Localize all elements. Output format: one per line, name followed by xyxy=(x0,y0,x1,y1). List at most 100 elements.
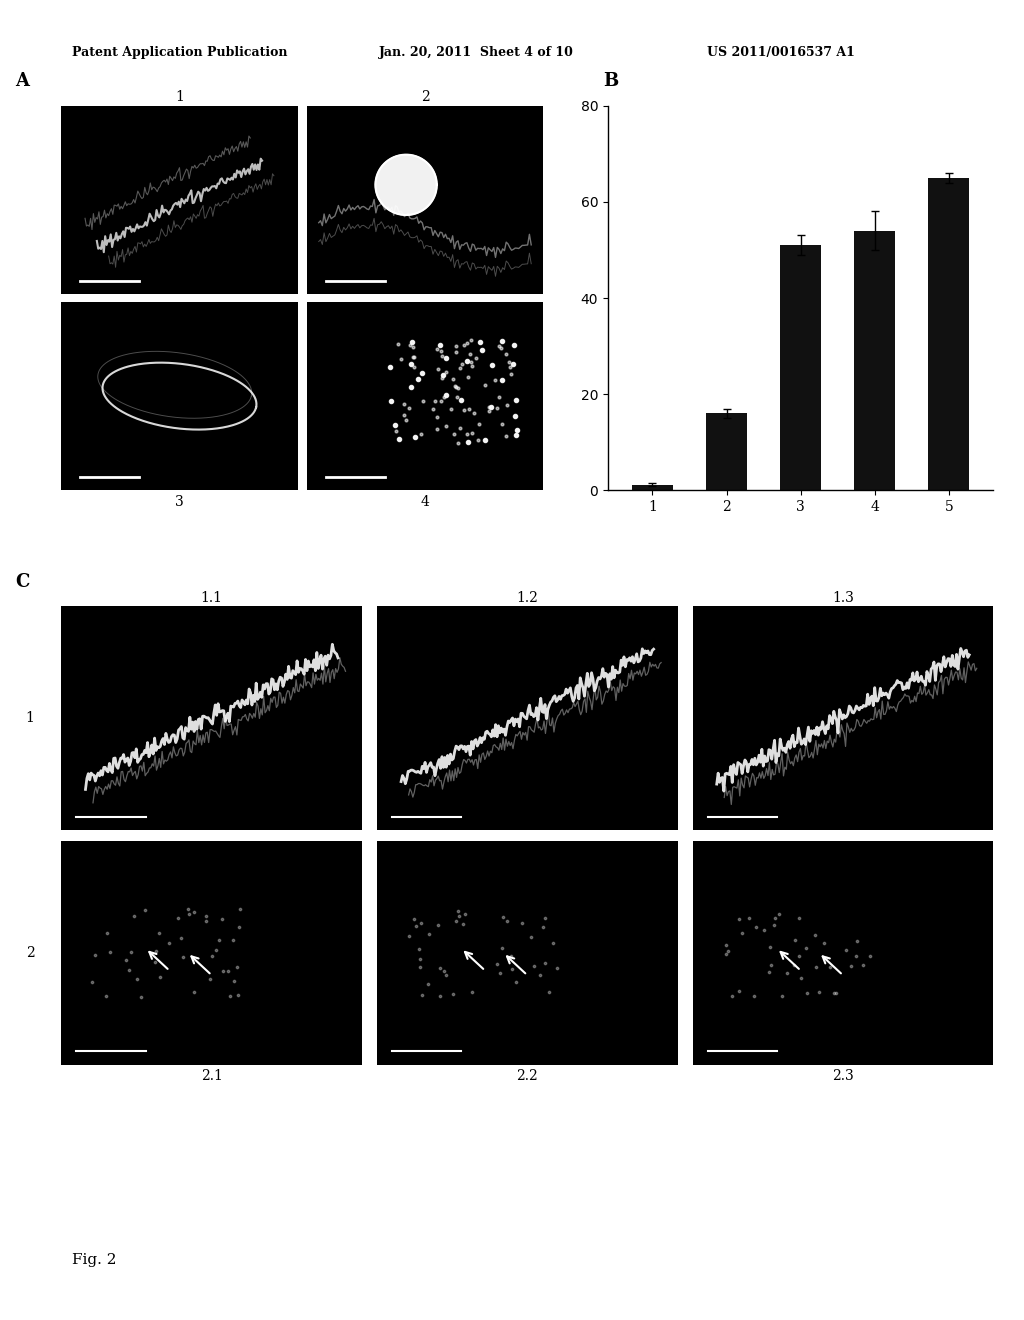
Point xyxy=(231,899,248,920)
Point xyxy=(720,940,736,961)
Point xyxy=(147,941,164,962)
Bar xyxy=(780,246,821,491)
Point xyxy=(808,956,824,977)
Point xyxy=(464,422,480,444)
Point xyxy=(137,900,154,921)
Point xyxy=(718,944,734,965)
Point xyxy=(410,368,426,389)
Point xyxy=(748,916,764,937)
Point xyxy=(413,912,429,933)
Point xyxy=(391,429,408,450)
Point xyxy=(756,919,772,940)
Point xyxy=(463,330,479,351)
Point xyxy=(123,941,139,962)
Point xyxy=(494,370,510,391)
Point xyxy=(492,962,508,983)
Title: 1.1: 1.1 xyxy=(201,591,223,606)
Point xyxy=(786,929,803,950)
Point xyxy=(459,350,475,371)
Point xyxy=(185,981,202,1002)
Point xyxy=(785,954,802,975)
Point xyxy=(459,333,475,354)
Point xyxy=(99,921,116,942)
Point xyxy=(390,334,407,355)
Point xyxy=(766,907,782,928)
Point xyxy=(762,936,778,957)
Point xyxy=(402,354,419,375)
Point xyxy=(387,414,403,436)
Point xyxy=(839,940,855,961)
Point xyxy=(474,339,490,360)
Point xyxy=(453,389,469,411)
Point xyxy=(509,420,525,441)
Point xyxy=(433,391,450,412)
Point xyxy=(506,335,522,356)
Point xyxy=(453,358,469,379)
Point xyxy=(392,348,409,370)
Point xyxy=(395,393,412,414)
Point xyxy=(494,413,510,434)
Point xyxy=(505,354,521,375)
Point xyxy=(486,370,503,391)
Point xyxy=(452,417,468,438)
Point xyxy=(391,429,408,450)
Point xyxy=(444,983,461,1005)
Point xyxy=(793,968,809,989)
Point xyxy=(489,397,506,418)
Point xyxy=(472,331,488,352)
Point xyxy=(800,982,816,1003)
Point xyxy=(446,424,463,445)
Point xyxy=(525,954,542,975)
Point xyxy=(476,375,493,396)
Point xyxy=(121,960,137,981)
Point xyxy=(791,945,807,966)
Point xyxy=(501,351,517,372)
Point xyxy=(429,338,445,359)
Text: US 2011/0016537 A1: US 2011/0016537 A1 xyxy=(707,46,854,59)
Point xyxy=(383,391,399,412)
Point xyxy=(862,945,879,966)
Point xyxy=(509,420,525,441)
Point xyxy=(453,389,469,411)
Point xyxy=(450,900,466,921)
Point xyxy=(406,347,422,368)
Point xyxy=(449,341,465,362)
Point xyxy=(438,416,455,437)
Point xyxy=(461,399,477,420)
Point xyxy=(816,933,833,954)
Point xyxy=(406,356,422,378)
Polygon shape xyxy=(376,154,437,215)
Point xyxy=(446,375,463,396)
Bar xyxy=(707,413,746,491)
Title: 1.2: 1.2 xyxy=(516,591,539,606)
Point xyxy=(489,953,506,974)
Point xyxy=(499,911,515,932)
Title: 2: 2 xyxy=(421,91,429,104)
Point xyxy=(825,982,842,1003)
Text: 3: 3 xyxy=(175,495,184,508)
Point xyxy=(463,351,479,372)
Point xyxy=(456,334,472,355)
Point xyxy=(731,979,748,1001)
Point xyxy=(395,404,412,425)
Point xyxy=(225,929,242,950)
Point xyxy=(508,389,524,411)
Bar xyxy=(929,178,969,491)
Point xyxy=(126,906,142,927)
Point xyxy=(415,391,431,412)
Text: 2: 2 xyxy=(26,946,35,960)
Point xyxy=(432,957,449,978)
Text: 2.1: 2.1 xyxy=(201,1069,222,1084)
Point xyxy=(450,378,466,399)
Text: 4: 4 xyxy=(421,495,429,508)
Text: B: B xyxy=(603,71,618,90)
Point xyxy=(763,954,779,975)
Point xyxy=(474,339,490,360)
Point xyxy=(798,939,814,960)
Point xyxy=(460,367,476,388)
Point xyxy=(437,965,454,986)
Point xyxy=(229,985,246,1006)
Point xyxy=(146,952,163,973)
Point xyxy=(403,376,420,397)
Point xyxy=(179,899,196,920)
